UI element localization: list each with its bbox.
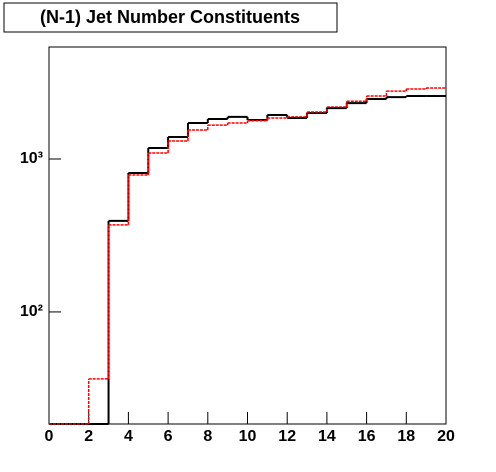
x-tick-label: 14 [318,428,336,445]
x-tick-label: 2 [84,428,93,445]
x-tick-label: 8 [203,428,212,445]
y-tick-label: 10³ [20,150,43,167]
title-box [3,2,338,33]
x-tick-label: 0 [45,428,54,445]
y-tick-label: 10² [20,303,43,320]
x-tick-label: 18 [397,428,415,445]
x-tick-label: 4 [124,428,133,445]
x-tick-label: 12 [278,428,296,445]
x-tick-label: 20 [437,428,455,445]
chart-title: (N-1) Jet Number Constituents [40,7,300,27]
x-tick-label: 6 [164,428,173,445]
x-tick-label: 10 [239,428,257,445]
x-tick-label: 16 [358,428,376,445]
